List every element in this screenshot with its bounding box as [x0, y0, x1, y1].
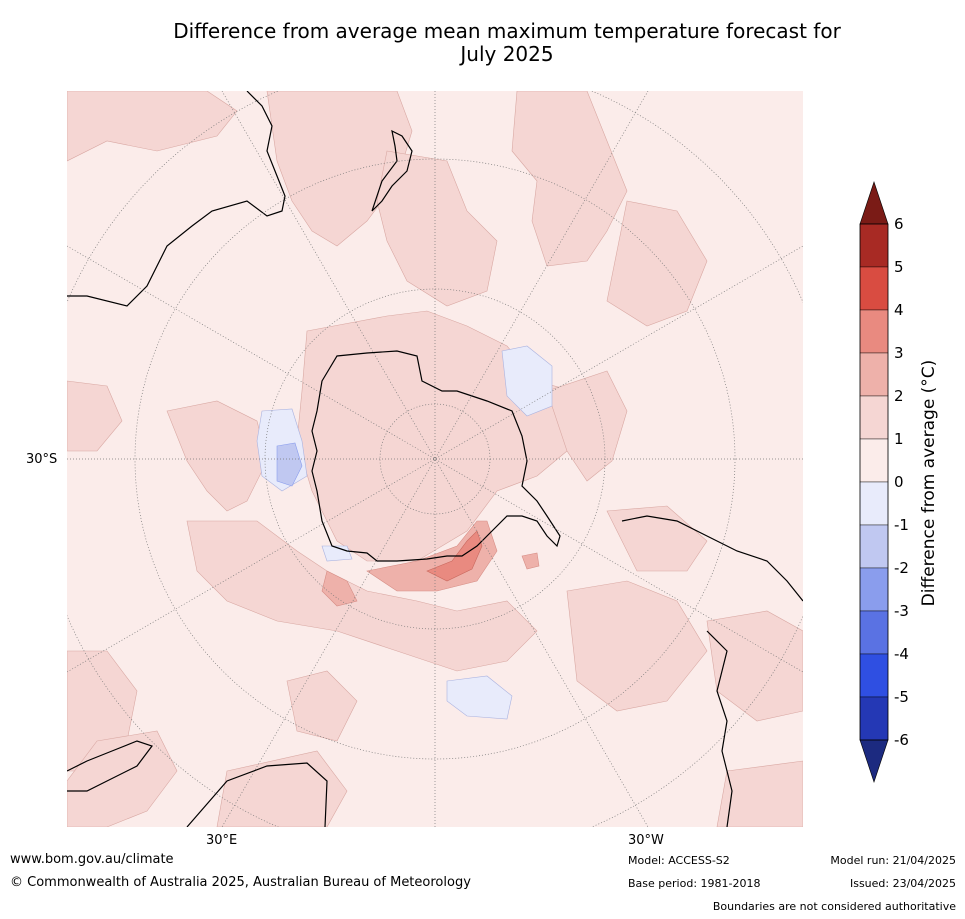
anomaly-2-3-regions [321, 520, 540, 607]
colorbar-extend-min [859, 739, 889, 783]
anomaly-3-4-region [426, 530, 483, 582]
colorbar-tick-label: 3 [894, 344, 904, 362]
colorbar-band [859, 696, 889, 741]
south-america-coastline [621, 515, 803, 602]
colorbar [859, 181, 889, 783]
colorbar-band [859, 309, 889, 354]
colorbar-band [859, 395, 889, 440]
longitude-label-east: 30°E [206, 833, 238, 848]
anomaly-neg-1-2-region [276, 442, 303, 487]
colorbar-tick-label: 6 [894, 215, 904, 233]
colorbar-tick-label: 4 [894, 301, 904, 319]
footer-website: www.bom.gov.au/climate [10, 852, 174, 867]
map-title-line1: Difference from average mean maximum tem… [173, 19, 841, 43]
colorbar-bands [859, 223, 889, 741]
map-canvas [67, 91, 803, 827]
footer-issued: Issued: 23/04/2025 [849, 877, 956, 890]
longitude-label-west: 30°W [628, 833, 664, 848]
colorbar-band [859, 653, 889, 698]
colorbar-extend-max [859, 181, 889, 225]
graticule [67, 91, 803, 827]
colorbar-tick-label: -6 [894, 731, 909, 749]
colorbar-outline [859, 223, 889, 741]
coastlines [67, 91, 803, 827]
colorbar-tick-label: 5 [894, 258, 904, 276]
colorbar-tick-label: -3 [894, 602, 909, 620]
colorbar-band [859, 223, 889, 268]
latitude-label: 30°S [26, 452, 58, 467]
colorbar-tick-label: 2 [894, 387, 904, 405]
footer-base-period: Base period: 1981-2018 [628, 877, 761, 890]
colorbar-label: Difference from average (°C) [919, 359, 939, 607]
colorbar-tick-label: -2 [894, 559, 909, 577]
antarctica-coastline [311, 350, 561, 562]
footer-model: Model: ACCESS-S2 [628, 854, 730, 867]
new-zealand-coastline [371, 129, 413, 212]
colorbar-band [859, 481, 889, 526]
footer-model-run: Model run: 21/04/2025 [830, 854, 956, 867]
south-america-east-coastline [706, 630, 733, 827]
map-title-line2: July 2025 [460, 42, 554, 66]
anomaly-1-2-regions [67, 91, 803, 827]
colorbar-tick-label: -5 [894, 688, 909, 706]
colorbar-band [859, 567, 889, 612]
colorbar-tick-label: -4 [894, 645, 909, 663]
colorbar-band [859, 352, 889, 397]
colorbar-tick-label: -1 [894, 516, 909, 534]
madagascar-coastline [186, 762, 328, 827]
colorbar-band [859, 438, 889, 483]
colorbar-tick-label: 1 [894, 430, 904, 448]
colorbar-band [859, 266, 889, 311]
australia-coastline [67, 91, 286, 307]
colorbar-band [859, 524, 889, 569]
map-title: Difference from average mean maximum tem… [0, 20, 965, 66]
africa-coastline [67, 740, 153, 792]
footer-copyright: © Commonwealth of Australia 2025, Austra… [10, 875, 471, 890]
polar-stereographic-map [67, 91, 803, 827]
colorbar-band [859, 610, 889, 655]
colorbar-tick-label: 0 [894, 473, 904, 491]
footer-disclaimer: Boundaries are not considered authoritat… [712, 900, 956, 913]
